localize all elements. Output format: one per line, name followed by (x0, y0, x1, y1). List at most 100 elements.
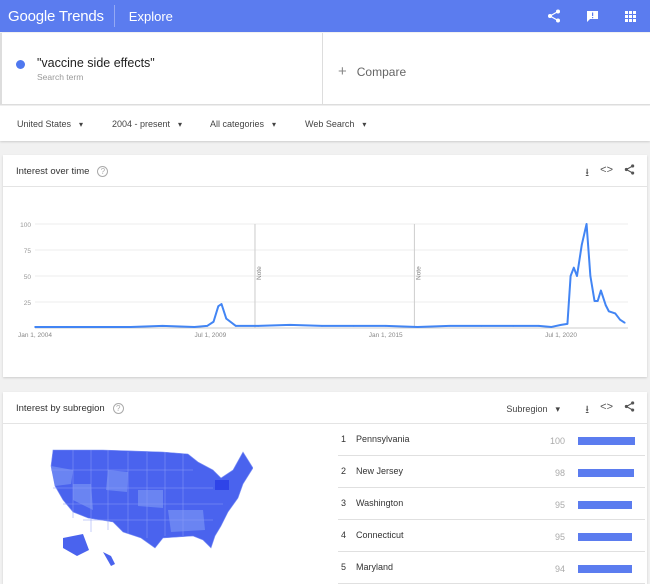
data-point (206, 325, 208, 327)
x-tick-label: Jul 1, 2009 (194, 332, 226, 339)
help-icon[interactable]: ? (112, 403, 124, 414)
share-icon[interactable] (544, 6, 564, 26)
y-tick-label: 75 (24, 248, 32, 255)
data-point (512, 325, 515, 327)
data-point (34, 326, 36, 328)
subregion-row[interactable]: 4 Connecticut 95 (338, 520, 645, 552)
share-icon[interactable] (624, 401, 635, 420)
data-point (448, 325, 451, 327)
data-point (97, 326, 100, 328)
rank: 2 (341, 466, 347, 476)
interest-line-chart: 25 50 75 100 Note Note Jan 1, 2004 Jul 1, 2009 J… (18, 222, 628, 339)
feedback-icon[interactable] (582, 6, 602, 26)
embed-icon[interactable]: <> (600, 401, 613, 413)
filter-bar: United States 2004 - present All categor… (0, 106, 650, 141)
data-point (416, 326, 419, 328)
data-point (217, 305, 220, 307)
search-term-type: Search term (37, 72, 84, 82)
data-point (235, 325, 237, 327)
subregion-value: 95 (554, 500, 565, 510)
rank: 4 (341, 530, 347, 540)
subregion-value: 95 (554, 532, 565, 542)
data-point (608, 310, 610, 313)
page-title: Explore (128, 8, 173, 24)
data-point (193, 326, 196, 328)
term-color-dot (16, 60, 25, 69)
data-point (576, 275, 578, 277)
compare-button[interactable]: + Compare (338, 63, 406, 80)
help-icon[interactable]: ? (97, 166, 109, 177)
top-bar: Google Trends Explore (0, 0, 650, 32)
plus-icon: + (338, 63, 347, 80)
data-point (600, 289, 602, 292)
subregion-row[interactable]: 1 Pennsylvania 100 (338, 424, 645, 456)
data-point (161, 325, 164, 327)
note-label: Note (256, 266, 263, 280)
share-icon[interactable] (624, 164, 635, 183)
rank: 3 (341, 498, 347, 508)
search-panel: "vaccine side effects" Search term + Comp… (0, 33, 650, 105)
data-point (129, 326, 132, 328)
data-point (619, 318, 621, 321)
subregion-name[interactable]: Pennsylvania (356, 434, 410, 444)
data-point (384, 325, 387, 327)
category-dropdown[interactable]: All categories (210, 119, 276, 129)
card-title: Interest over time? (16, 166, 109, 177)
data-point (566, 323, 569, 325)
data-point (604, 304, 607, 306)
download-icon[interactable]: ⭳ (585, 404, 590, 416)
subregion-row[interactable]: 3 Washington 95 (338, 488, 645, 520)
search-term-text[interactable]: "vaccine side effects" (37, 56, 155, 70)
value-bar (578, 437, 635, 445)
data-point (353, 325, 355, 327)
x-tick-label: Jan 1, 2015 (369, 332, 403, 339)
data-point (593, 300, 596, 302)
data-point (321, 325, 323, 327)
divider (113, 5, 115, 27)
subregion-name[interactable]: Washington (356, 498, 404, 508)
value-bar (578, 533, 633, 541)
us-map[interactable] (43, 440, 253, 570)
data-point (257, 325, 259, 327)
google-trends-logo[interactable]: Google Trends (8, 7, 104, 25)
rank: 5 (341, 562, 347, 572)
data-point (580, 244, 583, 246)
time-dropdown[interactable]: 2004 - present (112, 119, 182, 129)
data-point (480, 325, 483, 327)
y-tick-label: 50 (24, 274, 32, 281)
value-bar (578, 469, 634, 477)
y-tick-label: 100 (20, 222, 31, 229)
search-type-dropdown[interactable]: Web Search (305, 119, 366, 129)
y-tick-label: 25 (24, 300, 32, 307)
interest-series-line (35, 223, 626, 328)
subregion-value: 98 (554, 468, 565, 478)
note-label: Note (415, 266, 422, 280)
subregion-row[interactable]: 5 Maryland 94 (338, 552, 645, 584)
card-title: Interest by subregion? (16, 403, 124, 414)
region-dropdown[interactable]: United States (17, 119, 83, 129)
data-point (589, 275, 592, 277)
data-point (596, 300, 599, 302)
subregion-row[interactable]: 2 New Jersey 98 (338, 456, 645, 488)
subregion-name[interactable]: New Jersey (356, 466, 404, 476)
data-point (560, 324, 562, 326)
subregion-name[interactable]: Maryland (356, 562, 394, 572)
value-bar (578, 565, 632, 573)
interest-over-time-card: Interest over time? ⭳ <> 25 50 75 100 Note No… (3, 155, 647, 377)
search-term[interactable]: "vaccine side effects" Search term (0, 33, 323, 105)
data-point (569, 275, 572, 277)
embed-icon[interactable]: <> (600, 164, 613, 176)
subregion-value: 94 (554, 564, 565, 574)
data-point (225, 317, 228, 320)
subregion-dropdown[interactable]: Subregion (506, 404, 560, 415)
interest-by-subregion-card: Interest by subregion? Subregion ⭳ <> 1P… (3, 392, 647, 584)
data-point (550, 326, 553, 328)
apps-icon[interactable] (620, 6, 640, 26)
data-point (537, 325, 540, 327)
subregion-value: 100 (549, 436, 565, 446)
download-icon[interactable]: ⭳ (585, 167, 590, 179)
data-point (614, 312, 617, 315)
x-tick-label: Jul 1, 2020 (545, 332, 577, 339)
data-point (573, 266, 575, 269)
subregion-name[interactable]: Connecticut (356, 530, 404, 540)
